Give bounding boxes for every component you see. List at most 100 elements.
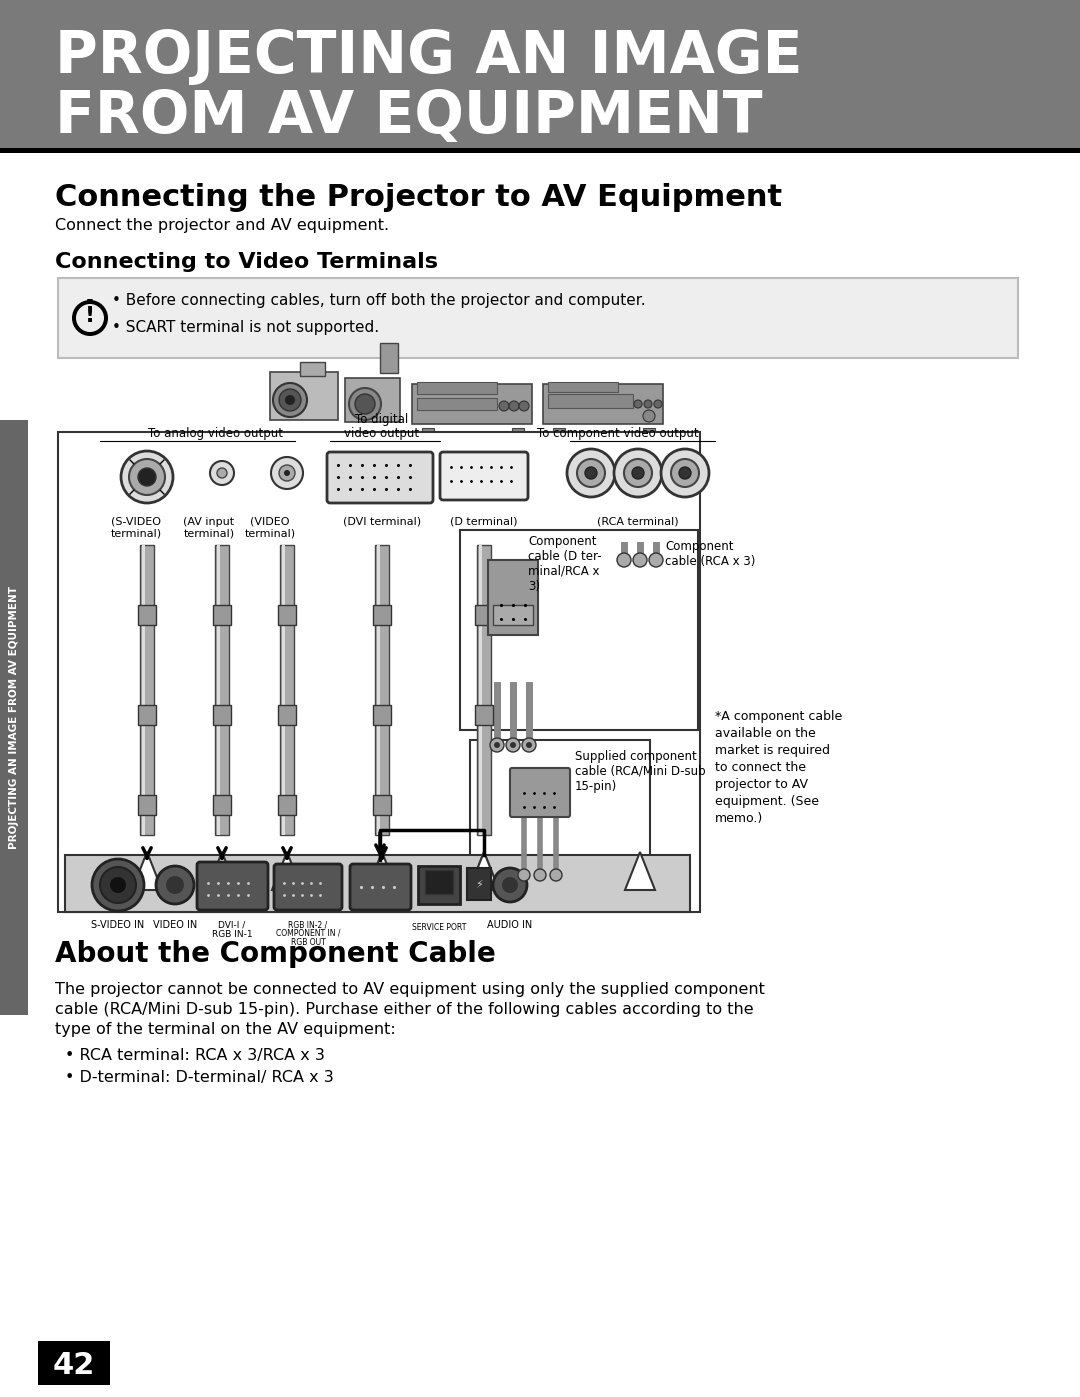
Bar xyxy=(278,605,296,624)
Circle shape xyxy=(661,448,708,497)
Bar xyxy=(543,384,663,425)
Polygon shape xyxy=(625,852,654,890)
Text: Connect the projector and AV equipment.: Connect the projector and AV equipment. xyxy=(55,218,389,233)
Bar xyxy=(373,795,391,814)
FancyBboxPatch shape xyxy=(467,868,491,900)
Text: AUDIO IN: AUDIO IN xyxy=(487,921,532,930)
Circle shape xyxy=(507,738,519,752)
Circle shape xyxy=(624,460,652,488)
Bar xyxy=(380,344,399,373)
Text: to connect the: to connect the xyxy=(715,761,806,774)
Bar xyxy=(488,560,538,636)
Circle shape xyxy=(166,876,184,894)
Circle shape xyxy=(550,869,562,882)
Text: (VIDEO
terminal): (VIDEO terminal) xyxy=(244,517,296,539)
Bar xyxy=(417,398,497,409)
Text: cable (RCA/Mini D-sub 15-pin). Purchase either of the following cables according: cable (RCA/Mini D-sub 15-pin). Purchase … xyxy=(55,1002,754,1017)
Polygon shape xyxy=(469,852,499,890)
Bar xyxy=(65,855,690,912)
Bar xyxy=(377,545,380,835)
Text: 42: 42 xyxy=(53,1351,95,1380)
Circle shape xyxy=(285,395,295,405)
Circle shape xyxy=(156,866,194,904)
Text: PROJECTING AN IMAGE: PROJECTING AN IMAGE xyxy=(55,28,802,85)
Text: Component
cable (RCA x 3): Component cable (RCA x 3) xyxy=(665,541,755,569)
Bar xyxy=(417,381,497,394)
Circle shape xyxy=(279,388,301,411)
Text: projector to AV: projector to AV xyxy=(715,778,808,791)
Circle shape xyxy=(271,457,303,489)
Bar xyxy=(138,705,156,725)
Circle shape xyxy=(567,448,615,497)
Circle shape xyxy=(534,869,546,882)
Circle shape xyxy=(499,401,509,411)
Circle shape xyxy=(492,868,527,902)
Bar xyxy=(270,372,338,420)
Bar xyxy=(58,278,1018,358)
Bar xyxy=(480,545,482,835)
Circle shape xyxy=(273,383,307,416)
Text: FROM AV EQUIPMENT: FROM AV EQUIPMENT xyxy=(55,88,762,145)
Circle shape xyxy=(510,742,516,747)
Bar xyxy=(213,705,231,725)
Bar xyxy=(345,379,400,422)
Text: Component
cable (D ter-
minal/RCA x
3): Component cable (D ter- minal/RCA x 3) xyxy=(528,535,602,592)
Text: S terminal
video cable: S terminal video cable xyxy=(84,868,157,895)
Circle shape xyxy=(518,869,530,882)
Circle shape xyxy=(210,461,234,485)
Circle shape xyxy=(502,877,518,893)
Bar xyxy=(280,545,294,835)
FancyBboxPatch shape xyxy=(440,453,528,500)
Bar xyxy=(0,0,1080,149)
Text: DVI
cable: DVI cable xyxy=(365,868,399,895)
Text: AV
cable: AV cable xyxy=(205,868,239,895)
Bar xyxy=(470,740,650,870)
Text: Connecting the Projector to AV Equipment: Connecting the Projector to AV Equipment xyxy=(55,183,782,212)
Bar xyxy=(477,545,491,835)
Text: !: ! xyxy=(83,298,97,327)
Text: available on the: available on the xyxy=(715,726,815,740)
Bar xyxy=(0,148,1080,154)
Polygon shape xyxy=(207,852,237,890)
Bar xyxy=(548,394,633,408)
Text: To digital
video output: To digital video output xyxy=(345,414,419,440)
Circle shape xyxy=(509,401,519,411)
FancyBboxPatch shape xyxy=(350,863,411,909)
Polygon shape xyxy=(272,852,302,890)
Circle shape xyxy=(138,468,156,486)
Text: • D-terminal: D-terminal/ RCA x 3: • D-terminal: D-terminal/ RCA x 3 xyxy=(65,1070,334,1085)
Bar xyxy=(373,605,391,624)
FancyBboxPatch shape xyxy=(418,866,460,904)
Circle shape xyxy=(633,553,647,567)
Text: RGB IN-2 /
COMPONENT IN /
RGB OUT: RGB IN-2 / COMPONENT IN / RGB OUT xyxy=(275,921,340,947)
Polygon shape xyxy=(132,852,162,890)
Bar xyxy=(492,605,534,624)
Circle shape xyxy=(490,738,504,752)
Circle shape xyxy=(679,467,691,479)
Bar xyxy=(512,427,524,434)
Bar xyxy=(213,605,231,624)
Circle shape xyxy=(644,400,652,408)
Bar xyxy=(58,432,700,912)
Circle shape xyxy=(634,400,642,408)
Bar xyxy=(643,427,654,434)
Bar xyxy=(460,529,698,731)
Bar xyxy=(213,795,231,814)
Bar xyxy=(553,427,565,434)
Circle shape xyxy=(72,300,108,337)
Polygon shape xyxy=(469,852,499,890)
Circle shape xyxy=(76,305,104,332)
Circle shape xyxy=(129,460,165,495)
Bar xyxy=(475,605,492,624)
Text: (D terminal): (D terminal) xyxy=(450,517,517,527)
Circle shape xyxy=(577,460,605,488)
Bar xyxy=(411,384,532,425)
FancyBboxPatch shape xyxy=(274,863,342,909)
Text: market is required: market is required xyxy=(715,745,831,757)
Text: About the Component Cable: About the Component Cable xyxy=(55,940,496,968)
Text: • RCA terminal: RCA x 3/RCA x 3: • RCA terminal: RCA x 3/RCA x 3 xyxy=(65,1048,325,1063)
Circle shape xyxy=(349,388,381,420)
Bar xyxy=(282,545,285,835)
Circle shape xyxy=(100,868,136,902)
Circle shape xyxy=(643,409,654,422)
